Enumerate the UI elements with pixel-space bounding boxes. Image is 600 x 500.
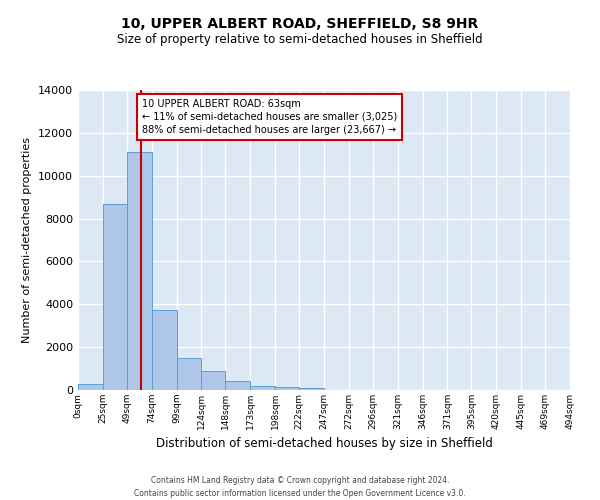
Bar	[103, 204, 127, 390]
X-axis label: Distribution of semi-detached houses by size in Sheffield: Distribution of semi-detached houses by …	[155, 438, 493, 450]
Text: 10, UPPER ALBERT ROAD, SHEFFIELD, S8 9HR: 10, UPPER ALBERT ROAD, SHEFFIELD, S8 9HR	[121, 18, 479, 32]
Text: 10 UPPER ALBERT ROAD: 63sqm
← 11% of semi-detached houses are smaller (3,025)
88: 10 UPPER ALBERT ROAD: 63sqm ← 11% of sem…	[142, 98, 397, 135]
Bar	[152, 310, 176, 390]
Y-axis label: Number of semi-detached properties: Number of semi-detached properties	[22, 137, 32, 343]
Bar	[78, 384, 103, 390]
Bar	[127, 152, 152, 390]
Bar	[275, 387, 299, 390]
Bar	[176, 358, 202, 390]
Bar	[226, 382, 250, 390]
Text: Contains HM Land Registry data © Crown copyright and database right 2024.
Contai: Contains HM Land Registry data © Crown c…	[134, 476, 466, 498]
Text: Size of property relative to semi-detached houses in Sheffield: Size of property relative to semi-detach…	[117, 32, 483, 46]
Bar	[299, 388, 324, 390]
Bar	[202, 370, 226, 390]
Bar	[250, 386, 275, 390]
